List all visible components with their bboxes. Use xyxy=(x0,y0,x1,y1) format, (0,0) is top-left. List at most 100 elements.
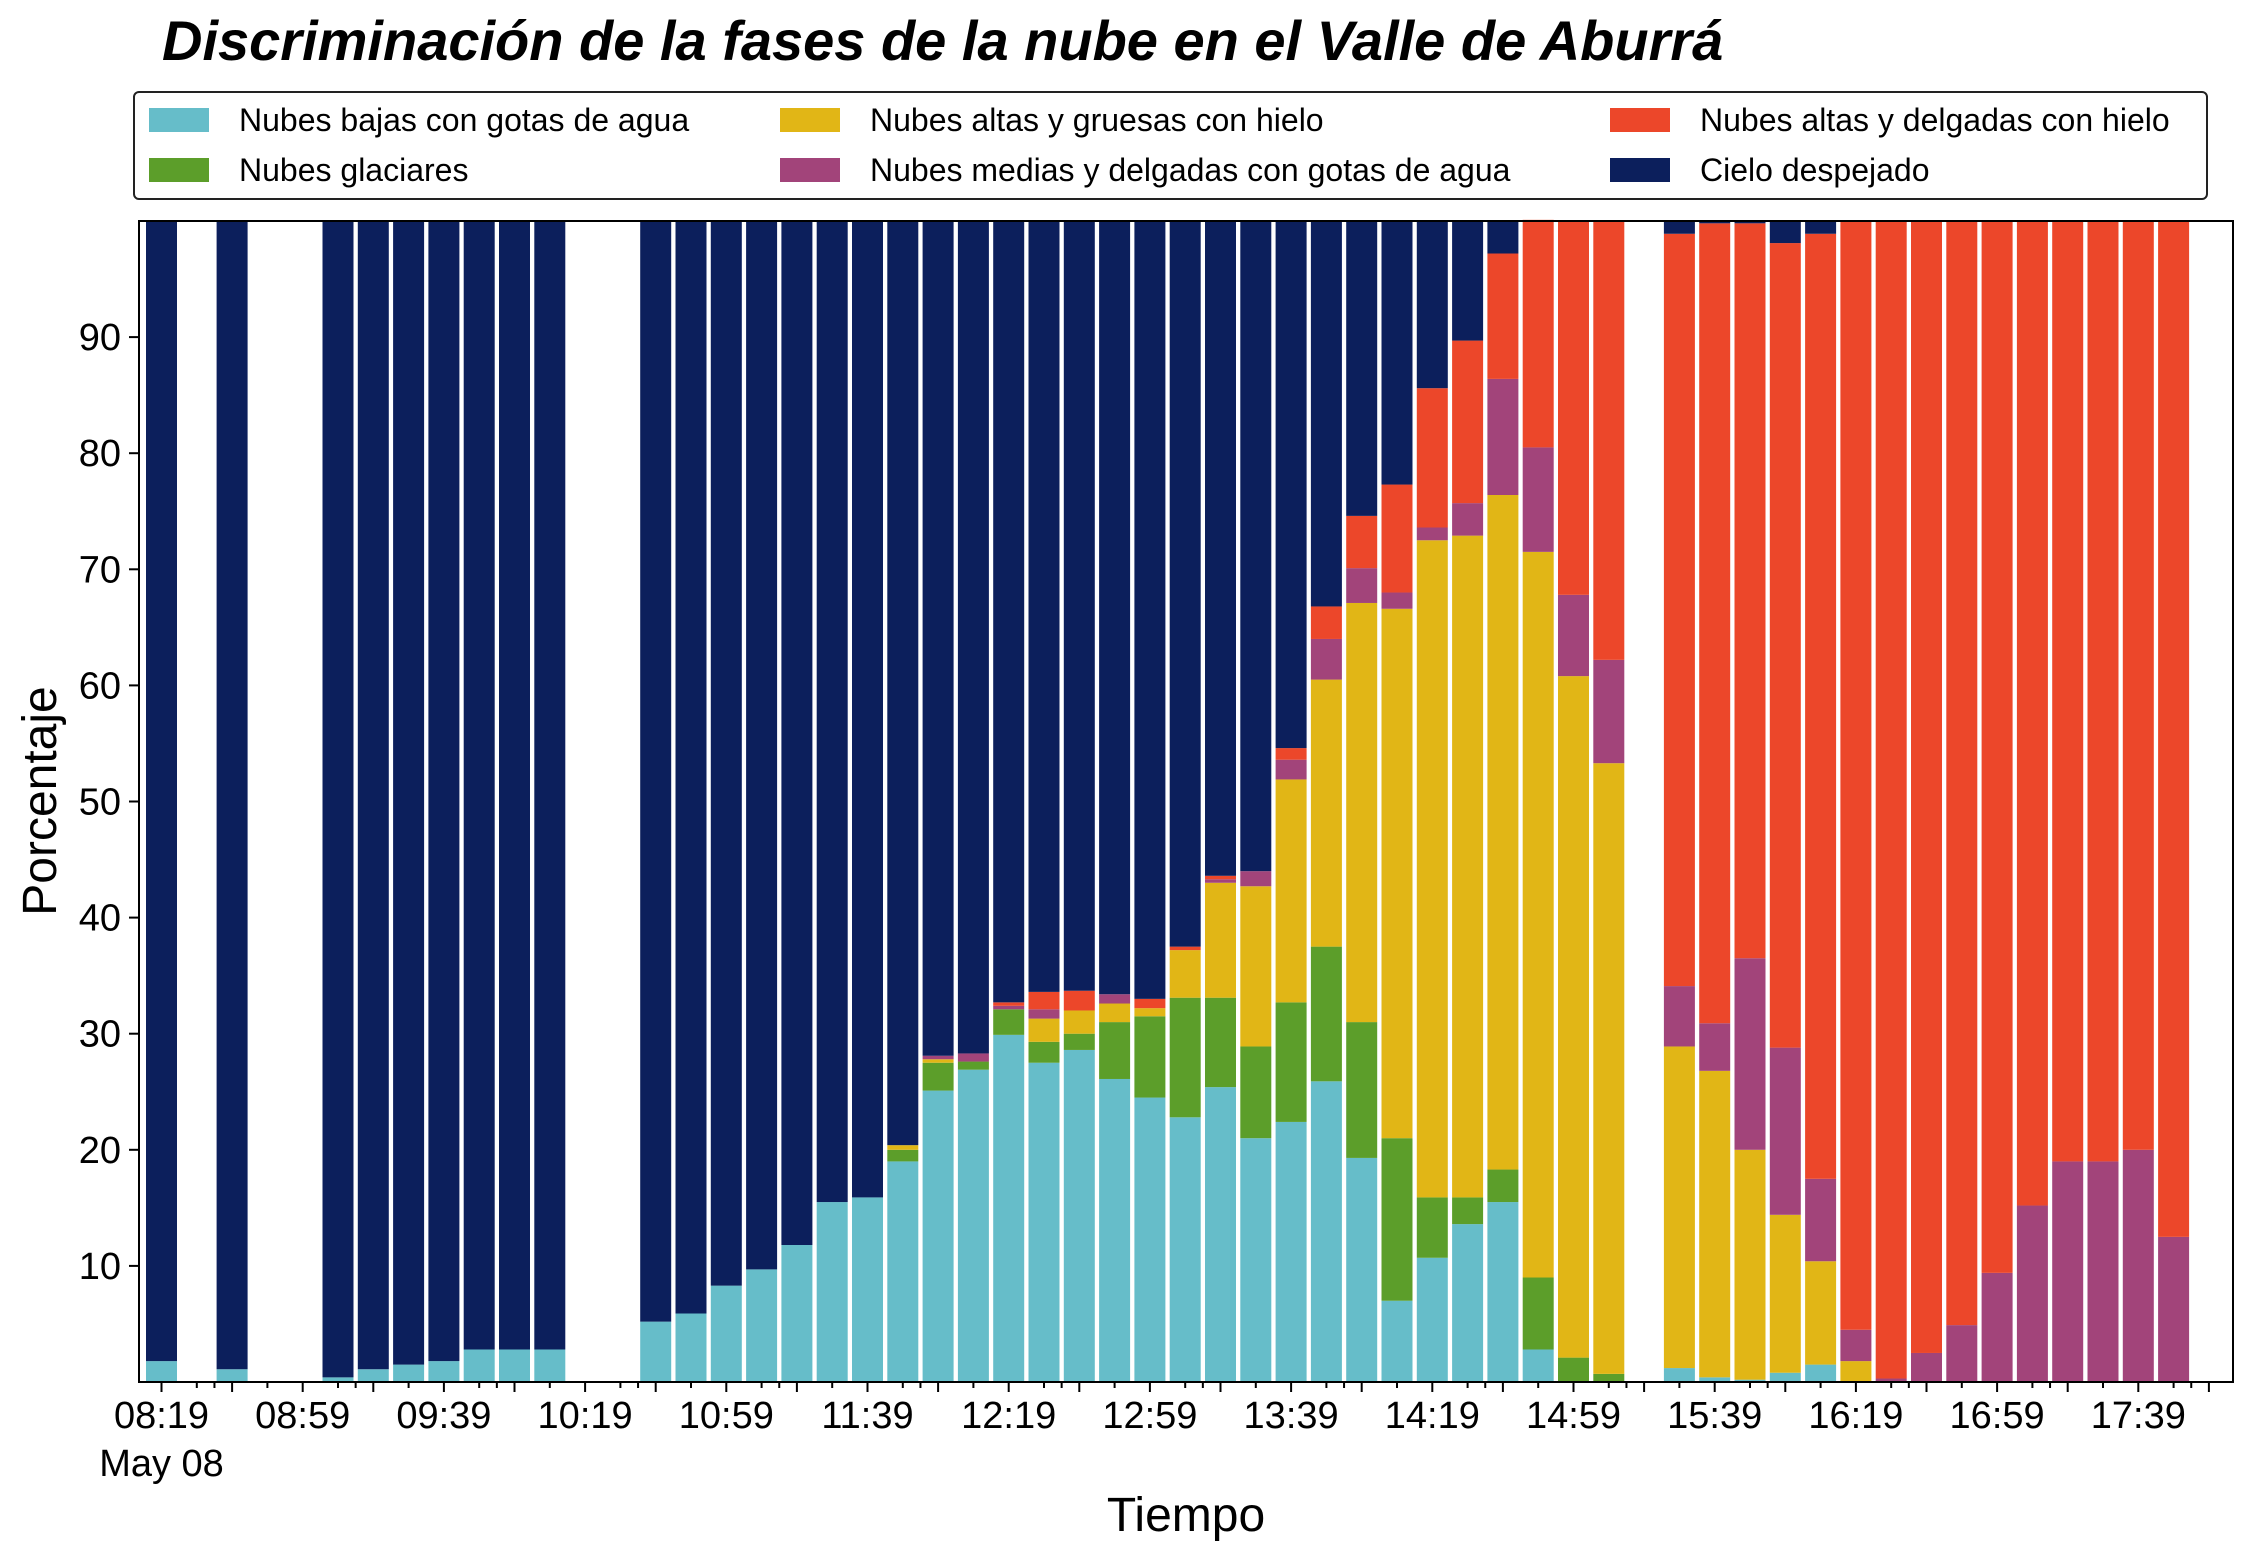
legend: Nubes bajas con gotas de agua Nubes glac… xyxy=(133,91,2208,200)
bar-segment xyxy=(1805,221,1837,234)
y-tick-label: 40 xyxy=(79,898,121,940)
bar-segment xyxy=(675,221,707,1314)
bar-segment xyxy=(1840,221,1872,1330)
bar-segment xyxy=(322,1377,354,1382)
legend-label: Nubes glaciares xyxy=(239,151,469,188)
bar-segment xyxy=(1205,875,1236,880)
bar-segment xyxy=(1558,221,1589,595)
bar-segment xyxy=(1663,1046,1695,1369)
bar-segment xyxy=(1310,606,1342,639)
bar-segment xyxy=(1310,221,1342,607)
bar-segment xyxy=(1522,1277,1554,1350)
legend-swatch xyxy=(1610,108,1670,132)
bar-segment xyxy=(1946,221,1978,1326)
bar-segment xyxy=(146,221,177,1362)
bar-segment xyxy=(1734,223,1766,959)
bar-segment xyxy=(1134,1008,1166,1017)
legend-item: Nubes altas y gruesas con hielo xyxy=(780,100,1324,140)
bar-segment xyxy=(710,221,742,1286)
x-tick-label: 17:39 xyxy=(2091,1395,2186,1437)
bar-segment xyxy=(1310,1081,1342,1382)
bar-segment xyxy=(1487,253,1519,379)
bar-segment xyxy=(1346,221,1378,516)
bar-segment xyxy=(1805,1178,1837,1262)
bar-segment xyxy=(1981,1272,2013,1382)
x-tick-label: 15:39 xyxy=(1667,1395,1762,1437)
bar-segment xyxy=(1346,1022,1378,1158)
bar-segment xyxy=(1381,221,1413,485)
y-tick-label: 90 xyxy=(79,317,121,359)
bar-segment xyxy=(1346,602,1378,1023)
bar-segment xyxy=(1769,1047,1801,1215)
bar-segment xyxy=(1699,1070,1731,1378)
bar-segment xyxy=(216,1369,248,1382)
bar-segment xyxy=(1169,997,1201,1118)
bar-segment xyxy=(1452,1224,1484,1382)
bar-segment xyxy=(1981,221,2013,1273)
bar-segment xyxy=(1169,1117,1201,1382)
x-tick-label: 11:39 xyxy=(821,1395,913,1437)
bar-segment xyxy=(1522,551,1554,1278)
bar-segment xyxy=(1452,1197,1484,1225)
bar-segment xyxy=(1240,1046,1272,1139)
bar-segment xyxy=(887,1149,919,1162)
bar-segment xyxy=(1240,1138,1272,1382)
bar-segment xyxy=(322,221,354,1378)
bar-segment xyxy=(428,1361,460,1382)
bar-segment xyxy=(640,221,672,1322)
x-tick-label: 14:19 xyxy=(1385,1395,1480,1437)
bar-segment xyxy=(1558,594,1589,677)
bar-segment xyxy=(746,221,778,1270)
bar-segment xyxy=(1310,679,1342,947)
legend-label: Nubes altas y gruesas con hielo xyxy=(870,101,1324,138)
bar-segment xyxy=(1381,1300,1413,1382)
x-tick-label: 16:19 xyxy=(1808,1395,1903,1437)
bar-segment xyxy=(1275,1002,1307,1122)
x-tick-label: 12:59 xyxy=(1102,1395,1197,1437)
bar-segment xyxy=(393,1364,425,1382)
bar-segment xyxy=(463,221,495,1350)
bar-segment xyxy=(2052,1161,2084,1382)
bar-segment xyxy=(1699,221,1731,224)
bar-segment xyxy=(1063,1033,1095,1050)
bar-segment xyxy=(1487,1202,1519,1382)
x-tick-label: 14:59 xyxy=(1526,1395,1621,1437)
bar-segment xyxy=(2158,221,2190,1237)
legend-item: Nubes bajas con gotas de agua xyxy=(149,100,689,140)
bar-segment xyxy=(428,221,460,1362)
bar-segment xyxy=(1169,946,1201,951)
bar-segment xyxy=(1946,1325,1978,1382)
bar-segment xyxy=(1875,1378,1907,1382)
bar-segment xyxy=(1063,1010,1095,1034)
x-tick-label: 08:19 xyxy=(114,1395,209,1437)
y-tick-label: 60 xyxy=(79,665,121,707)
bar-segment xyxy=(1063,221,1095,991)
bar-segment xyxy=(1911,221,1942,1353)
bar-segment xyxy=(393,221,425,1365)
bar-segment xyxy=(781,1245,813,1382)
x-axis-title: Tiempo xyxy=(1107,1489,1265,1542)
legend-swatch xyxy=(149,158,209,182)
bar-segment xyxy=(1063,990,1095,1011)
legend-swatch xyxy=(149,108,209,132)
bar-segment xyxy=(1769,221,1801,244)
bar-segment xyxy=(1734,1379,1766,1382)
bar-segment xyxy=(1275,748,1307,760)
bar-segment xyxy=(216,221,248,1370)
bar-segment xyxy=(1240,221,1272,872)
legend-item: Nubes medias y delgadas con gotas de agu… xyxy=(780,150,1510,190)
bar-segment xyxy=(957,1053,989,1062)
bar-segment xyxy=(499,1349,530,1382)
bar-segment xyxy=(957,1061,989,1070)
bar-segment xyxy=(1028,991,1060,1010)
bar-segment xyxy=(1416,1257,1448,1382)
legend-swatch xyxy=(780,158,840,182)
bar-segment xyxy=(1205,221,1236,876)
bar-segment xyxy=(1310,638,1342,680)
bar-segment xyxy=(1487,378,1519,495)
y-tick-label: 70 xyxy=(79,549,121,591)
bar-segment xyxy=(1169,221,1201,947)
bar-segment xyxy=(993,1002,1025,1006)
bar-segment xyxy=(499,221,530,1350)
bar-segment xyxy=(1099,221,1131,995)
